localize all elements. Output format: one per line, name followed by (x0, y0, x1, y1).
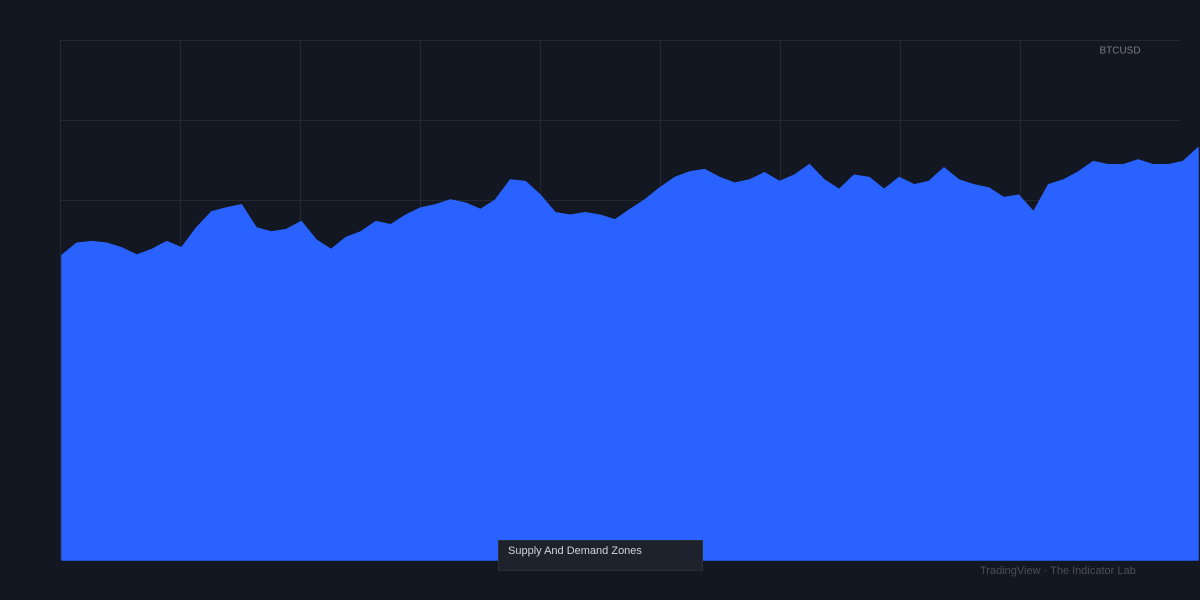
symbol-label: BTCUSD (1099, 46, 1140, 57)
plot (60, 40, 1199, 561)
indicator-label[interactable]: Supply And Demand Zones (508, 545, 642, 557)
indicator-box[interactable] (498, 540, 703, 571)
footer: TradingView · The Indicator Lab (980, 565, 1136, 577)
area (61, 147, 1199, 561)
